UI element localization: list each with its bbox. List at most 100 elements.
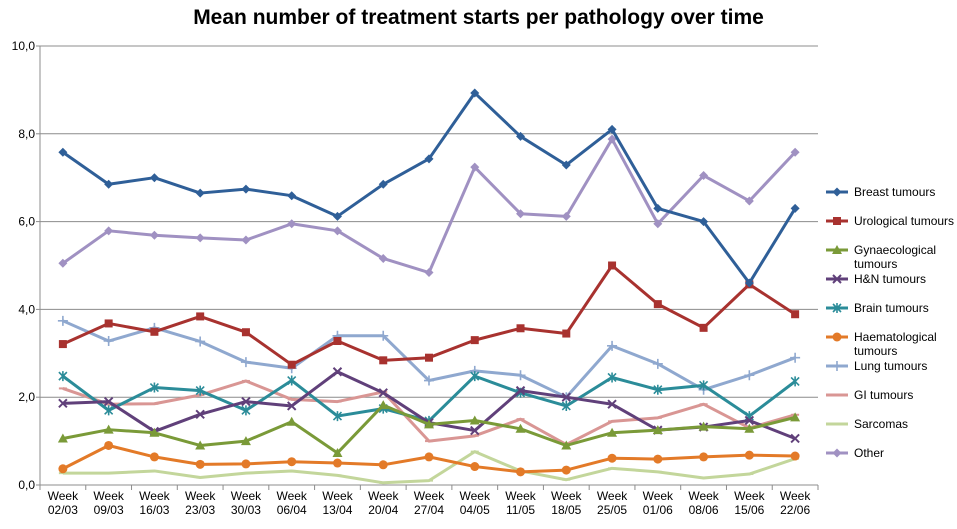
legend-marker — [832, 303, 842, 313]
series-other — [58, 134, 800, 278]
data-point — [790, 376, 800, 387]
x-tick-label: Week 30/03 — [231, 489, 262, 517]
data-point — [699, 171, 709, 181]
data-point — [608, 261, 617, 270]
data-point — [652, 425, 663, 435]
data-point — [744, 415, 755, 426]
data-point — [607, 340, 618, 351]
data-point — [195, 336, 206, 347]
series-gynaecological-tumours — [57, 400, 801, 457]
legend-marker — [832, 187, 842, 197]
data-point — [332, 411, 343, 422]
data-point — [149, 230, 159, 240]
data-point — [744, 423, 755, 433]
data-point — [515, 385, 526, 396]
x-tick-label: Week 09/03 — [93, 489, 124, 517]
data-point — [104, 405, 114, 416]
data-point — [607, 124, 617, 134]
data-point — [58, 340, 67, 349]
legend-item: Urological tumours — [826, 214, 954, 228]
data-point — [378, 253, 388, 263]
data-point — [790, 433, 800, 444]
legend-label: Gynaecological tumours — [854, 243, 936, 271]
data-point — [790, 412, 801, 422]
data-point — [195, 188, 205, 198]
x-tick-label: Week 13/04 — [322, 489, 353, 517]
x-tick-label: Week 23/03 — [185, 489, 216, 517]
legend-label: Brain tumours — [854, 301, 929, 315]
data-point — [333, 337, 342, 346]
data-point — [58, 371, 68, 382]
data-point — [470, 371, 480, 382]
data-point — [149, 382, 159, 393]
data-point — [790, 352, 801, 363]
data-point — [515, 370, 526, 381]
legend-marker — [832, 332, 842, 342]
data-point — [698, 421, 709, 431]
data-point — [424, 452, 434, 462]
x-tick-label: Week 16/03 — [139, 489, 170, 517]
data-point — [652, 358, 663, 369]
legend-item: H&N tumours — [826, 272, 926, 286]
legend-item: GI tumours — [826, 388, 913, 402]
data-point — [241, 405, 251, 416]
legend-label: Breast tumours — [854, 185, 935, 199]
data-point — [425, 353, 433, 362]
x-tick-label: Week 08/06 — [688, 489, 719, 517]
x-tick-label: Week 18/05 — [551, 489, 582, 517]
data-point — [195, 409, 205, 420]
data-point — [332, 447, 343, 457]
data-point — [286, 401, 297, 411]
series-line — [62, 264, 796, 367]
data-point — [332, 211, 342, 221]
data-point — [607, 134, 617, 144]
y-tick-label: 0,0 — [18, 478, 35, 492]
data-point — [57, 433, 68, 443]
data-point — [195, 459, 205, 469]
legend-label: Lung tumours — [854, 359, 927, 373]
data-point — [241, 396, 251, 407]
legend-item: Other — [826, 446, 884, 460]
data-point — [378, 400, 389, 410]
legend-item: Brain tumours — [826, 301, 929, 315]
data-point — [240, 436, 251, 446]
data-point — [515, 423, 526, 433]
series-urological-tumours — [58, 261, 800, 369]
data-point — [699, 323, 708, 332]
legend-label: H&N tumours — [854, 272, 926, 286]
legend-label: Other — [854, 446, 884, 460]
data-point — [699, 217, 709, 227]
data-point — [241, 459, 251, 469]
data-point — [561, 160, 571, 170]
data-point — [241, 328, 250, 337]
data-point — [241, 184, 251, 194]
y-tick-label: 10,0 — [12, 39, 36, 53]
data-point — [58, 398, 68, 409]
data-point — [470, 425, 480, 436]
data-point — [516, 324, 525, 333]
data-point — [790, 147, 800, 157]
legend-item: Sarcomas — [826, 417, 908, 431]
data-point — [562, 329, 571, 338]
series-haematological-tumours — [58, 440, 800, 477]
data-point — [104, 319, 113, 328]
data-point — [790, 203, 800, 213]
data-point — [424, 268, 434, 278]
legend-label: Haematological tumours — [854, 330, 937, 358]
x-tick-label: Week 22/06 — [780, 489, 811, 517]
data-point — [287, 457, 297, 467]
data-point — [470, 336, 479, 345]
x-tick-label: Week 20/04 — [368, 489, 399, 517]
data-point — [58, 147, 68, 157]
series-sarcomas — [58, 450, 800, 485]
y-tick-label: 8,0 — [18, 127, 35, 141]
data-point — [653, 203, 663, 213]
legend-item: Haematological tumours — [826, 330, 937, 358]
data-point — [699, 380, 709, 391]
data-point — [653, 454, 663, 464]
data-point — [103, 424, 114, 434]
x-tick-label: Week 04/05 — [460, 489, 491, 517]
data-point — [149, 173, 159, 183]
data-point — [791, 310, 800, 319]
